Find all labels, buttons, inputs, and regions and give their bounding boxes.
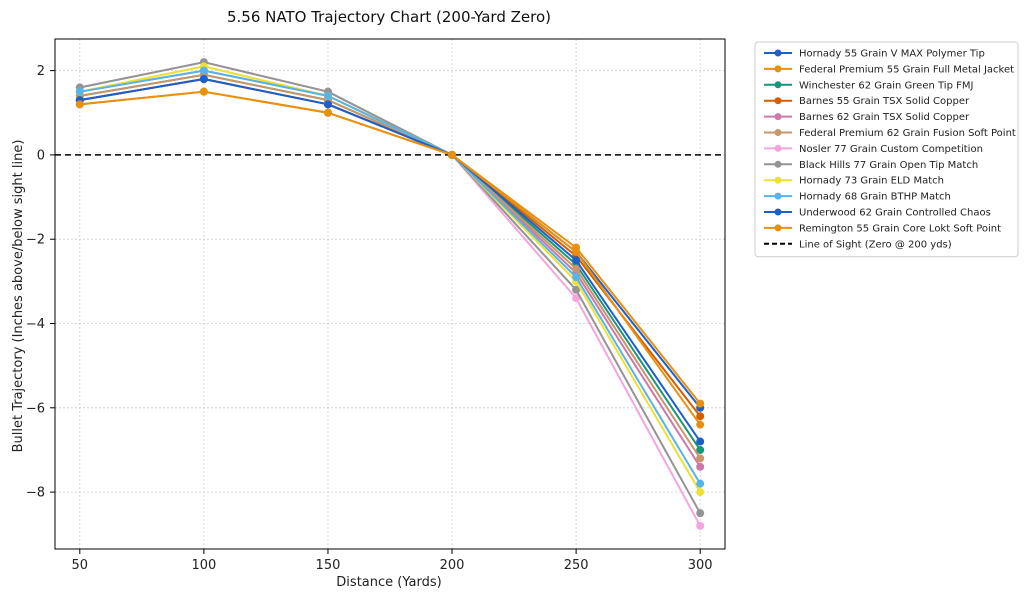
x-tick-label: 50 bbox=[72, 558, 89, 573]
x-axis-title: Distance (Yards) bbox=[336, 575, 441, 590]
data-point bbox=[696, 420, 705, 429]
data-point bbox=[696, 399, 705, 408]
x-tick-label: 150 bbox=[316, 558, 341, 573]
legend-box bbox=[754, 41, 1019, 258]
data-point bbox=[572, 285, 581, 294]
series-group bbox=[75, 58, 705, 530]
x-tick-label: 250 bbox=[564, 558, 589, 573]
legend-marker bbox=[774, 113, 782, 121]
legend-label: Black Hills 77 Grain Open Tip Match bbox=[799, 160, 978, 171]
data-point bbox=[75, 100, 84, 109]
legend-marker bbox=[774, 65, 782, 73]
series-line bbox=[79, 78, 702, 443]
y-tick-label: −2 bbox=[26, 233, 45, 248]
legend-label: Hornady 68 Grain BTHP Match bbox=[799, 192, 951, 203]
data-point bbox=[448, 150, 457, 159]
x-axis-ticks: 50 100 150 200 250 300 bbox=[72, 549, 713, 573]
legend-label: Federal Premium 62 Grain Fusion Soft Poi… bbox=[799, 128, 1016, 139]
series-10 bbox=[75, 75, 705, 446]
series-line bbox=[79, 73, 702, 459]
legend-label: Hornady 73 Grain ELD Match bbox=[799, 176, 944, 187]
legend-marker bbox=[774, 224, 782, 232]
legend-marker bbox=[774, 144, 782, 152]
data-point bbox=[199, 66, 208, 75]
data-point bbox=[572, 264, 581, 273]
data-point bbox=[323, 91, 332, 100]
legend-label: Winchester 62 Grain Green Tip FMJ bbox=[799, 80, 973, 91]
data-point bbox=[323, 100, 332, 109]
data-point bbox=[696, 488, 705, 497]
x-tick-label: 200 bbox=[440, 558, 465, 573]
legend-label: Underwood 62 Grain Controlled Chaos bbox=[799, 208, 991, 219]
data-point bbox=[696, 445, 705, 454]
data-point bbox=[199, 87, 208, 96]
grid-lines bbox=[55, 39, 725, 549]
y-tick-label: −8 bbox=[26, 486, 45, 501]
data-point bbox=[199, 75, 208, 84]
data-point bbox=[696, 479, 705, 488]
series-11 bbox=[75, 87, 705, 429]
data-point bbox=[75, 87, 84, 96]
data-point bbox=[696, 521, 705, 530]
y-tick-label: −4 bbox=[26, 317, 45, 332]
chart-title: 5.56 NATO Trajectory Chart (200-Yard Zer… bbox=[227, 8, 551, 26]
legend-marker bbox=[774, 97, 782, 105]
legend-marker bbox=[774, 49, 782, 57]
series-line bbox=[79, 73, 702, 451]
legend-label: Nosler 77 Grain Custom Competition bbox=[799, 144, 983, 155]
legend-marker bbox=[774, 81, 782, 89]
data-point bbox=[696, 412, 705, 421]
legend-marker bbox=[774, 160, 782, 168]
data-point bbox=[696, 454, 705, 463]
series-line bbox=[79, 90, 701, 426]
legend-label: Remington 55 Grain Core Lokt Soft Point bbox=[799, 223, 1001, 234]
legend-label: Federal Premium 55 Grain Full Metal Jack… bbox=[799, 64, 1014, 75]
legend-label: Barnes 62 Grain TSX Solid Copper bbox=[799, 112, 970, 123]
x-tick-label: 300 bbox=[688, 558, 713, 573]
y-tick-label: 0 bbox=[37, 148, 45, 163]
legend-label: Hornady 55 Grain V MAX Polymer Tip bbox=[799, 49, 985, 60]
y-tick-label: −6 bbox=[26, 401, 45, 416]
series-line bbox=[79, 69, 702, 485]
data-point bbox=[572, 294, 581, 303]
data-point bbox=[696, 462, 705, 471]
legend-marker bbox=[774, 192, 782, 200]
data-point bbox=[572, 247, 581, 256]
legend-marker bbox=[774, 176, 782, 184]
plot-frame bbox=[54, 38, 726, 550]
data-point bbox=[696, 437, 705, 446]
legend-label: Line of Sight (Zero @ 200 yds) bbox=[799, 239, 952, 250]
data-point bbox=[696, 509, 705, 518]
data-point bbox=[572, 256, 581, 265]
y-axis-ticks: 2 0 −2 −4 −6 −8 bbox=[26, 64, 55, 501]
legend: Hornady 55 Grain V MAX Polymer Tip Federa… bbox=[754, 41, 1019, 258]
series-line bbox=[79, 61, 702, 514]
x-tick-label: 100 bbox=[191, 558, 216, 573]
data-point bbox=[572, 273, 581, 282]
data-point bbox=[323, 108, 332, 117]
legend-label: Barnes 55 Grain TSX Solid Copper bbox=[799, 96, 970, 107]
legend-marker bbox=[774, 208, 782, 216]
y-axis-title: Bullet Trajectory (Inches above/below si… bbox=[11, 140, 26, 453]
y-tick-label: 2 bbox=[37, 64, 45, 79]
legend-marker bbox=[774, 129, 782, 136]
